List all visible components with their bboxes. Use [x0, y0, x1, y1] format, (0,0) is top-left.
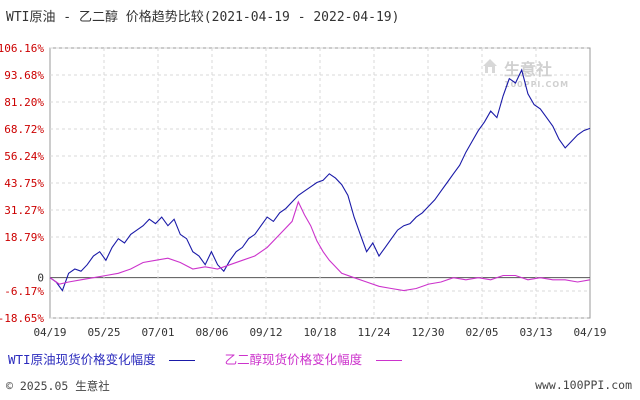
copyright-text: © 2025.05 生意社: [6, 379, 110, 393]
series-line-glycol: [49, 200, 591, 292]
y-tick-label: 0: [37, 272, 44, 285]
y-tick-label: 43.75%: [4, 177, 44, 190]
x-tick-label: 03/13: [519, 326, 552, 339]
legend-swatch-wti: [169, 360, 196, 361]
legend-label-glycol: 乙二醇现货价格变化幅度: [224, 352, 363, 367]
legend: WTI原油现货价格变化幅度 乙二醇现货价格变化幅度: [8, 349, 424, 368]
y-tick-label: 106.16%: [0, 42, 44, 55]
site-url-text: www.100PPI.com: [535, 378, 632, 392]
y-tick-label: -18.65%: [0, 312, 44, 325]
x-tick-label: 10/18: [303, 326, 336, 339]
x-tick-label: 11/24: [357, 326, 390, 339]
x-tick-label: 04/19: [33, 326, 66, 339]
series-line-wti: [49, 68, 591, 292]
legend-item-glycol: 乙二醇现货价格变化幅度: [225, 349, 402, 368]
y-tick-label: 68.72%: [4, 123, 44, 136]
x-tick-label: 04/19: [573, 326, 606, 339]
y-tick-label: -6.17%: [4, 285, 44, 298]
y-tick-label: 31.27%: [4, 204, 44, 217]
y-tick-label: 18.79%: [4, 231, 44, 244]
chart-title: WTI原油 - 乙二醇 价格趋势比较(2021-04-19 - 2022-04-…: [6, 10, 400, 25]
x-tick-label: 02/05: [465, 326, 498, 339]
legend-label-wti: WTI原油现货价格变化幅度: [8, 352, 156, 367]
legend-swatch-glycol: [375, 360, 402, 361]
x-tick-label: 07/01: [141, 326, 174, 339]
x-tick-label: 09/12: [249, 326, 282, 339]
y-tick-label: 93.68%: [4, 69, 44, 82]
x-tick-label: 05/25: [87, 326, 120, 339]
y-tick-label: 81.20%: [4, 96, 44, 109]
y-tick-label: 56.24%: [4, 150, 44, 163]
house-logo-icon: [482, 58, 498, 74]
x-tick-label: 12/30: [411, 326, 444, 339]
legend-item-wti: WTI原油现货价格变化幅度: [8, 349, 196, 368]
watermark-name: 生意社: [504, 60, 553, 79]
x-tick-label: 08/06: [195, 326, 228, 339]
